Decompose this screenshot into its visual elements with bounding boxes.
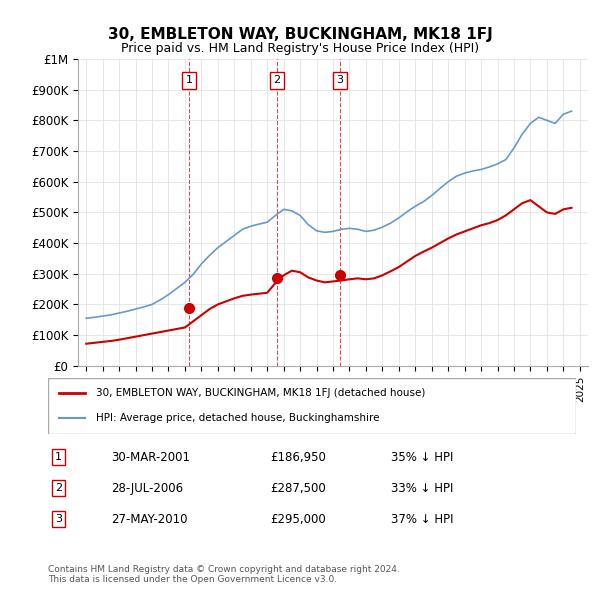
Text: 3: 3 bbox=[55, 514, 62, 524]
Text: Contains HM Land Registry data © Crown copyright and database right 2024.
This d: Contains HM Land Registry data © Crown c… bbox=[48, 565, 400, 584]
Text: 37% ↓ HPI: 37% ↓ HPI bbox=[391, 513, 454, 526]
Text: 33% ↓ HPI: 33% ↓ HPI bbox=[391, 481, 454, 494]
Text: 35% ↓ HPI: 35% ↓ HPI bbox=[391, 451, 454, 464]
Text: 3: 3 bbox=[337, 76, 343, 86]
Text: 30-MAR-2001: 30-MAR-2001 bbox=[112, 451, 190, 464]
Text: £295,000: £295,000 bbox=[270, 513, 326, 526]
Text: £287,500: £287,500 bbox=[270, 481, 326, 494]
FancyBboxPatch shape bbox=[48, 378, 576, 434]
Text: 28-JUL-2006: 28-JUL-2006 bbox=[112, 481, 184, 494]
Text: 1: 1 bbox=[185, 76, 193, 86]
Text: 2: 2 bbox=[273, 76, 280, 86]
Text: Price paid vs. HM Land Registry's House Price Index (HPI): Price paid vs. HM Land Registry's House … bbox=[121, 42, 479, 55]
Text: 1: 1 bbox=[55, 452, 62, 462]
Text: 30, EMBLETON WAY, BUCKINGHAM, MK18 1FJ (detached house): 30, EMBLETON WAY, BUCKINGHAM, MK18 1FJ (… bbox=[95, 388, 425, 398]
Text: 30, EMBLETON WAY, BUCKINGHAM, MK18 1FJ: 30, EMBLETON WAY, BUCKINGHAM, MK18 1FJ bbox=[107, 27, 493, 41]
Text: £186,950: £186,950 bbox=[270, 451, 326, 464]
Text: HPI: Average price, detached house, Buckinghamshire: HPI: Average price, detached house, Buck… bbox=[95, 413, 379, 423]
Text: 27-MAY-2010: 27-MAY-2010 bbox=[112, 513, 188, 526]
Text: 2: 2 bbox=[55, 483, 62, 493]
